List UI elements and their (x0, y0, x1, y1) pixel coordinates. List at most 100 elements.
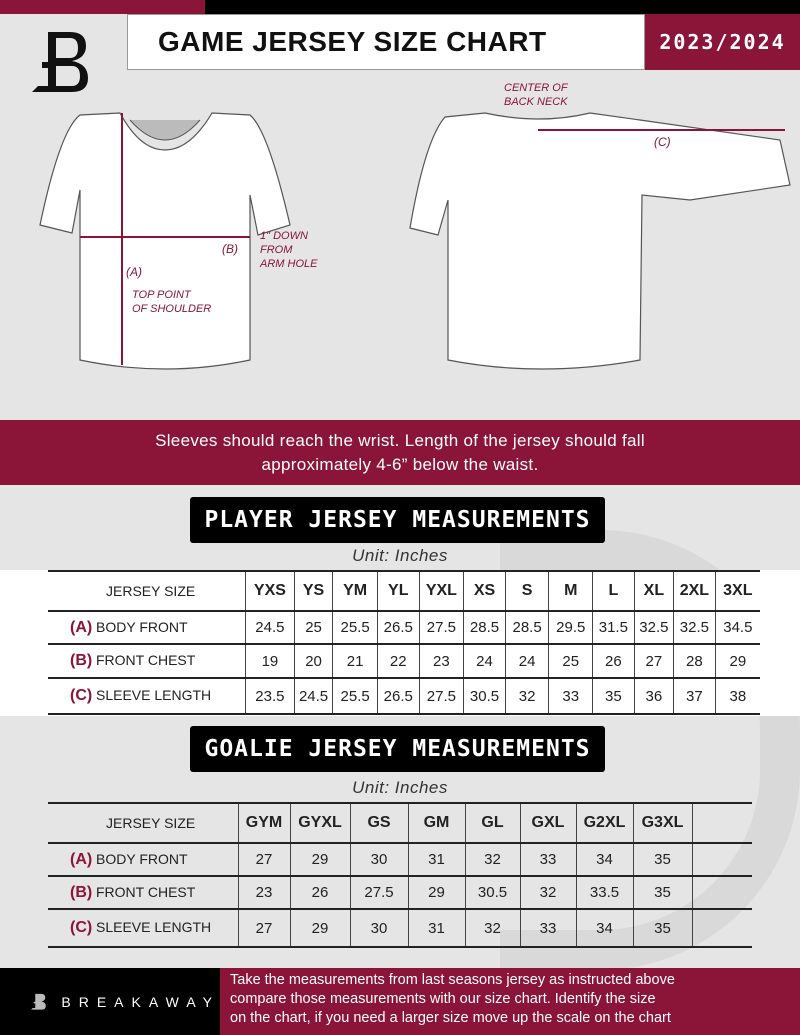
top-bar-accent (0, 0, 205, 14)
table-cell (691, 909, 752, 948)
row-name: BODY FRONT (96, 850, 188, 867)
table-cell: 26 (289, 876, 350, 910)
top-bar-dark (205, 0, 800, 14)
table-cell: 30 (349, 843, 408, 877)
table-cell: 23 (237, 876, 290, 910)
size-header: GS (349, 803, 408, 844)
goalie-size-table: JERSEY SIZE GYM GYXL GS GM GL GXL G2XL G3XL (A) BO… (48, 802, 752, 948)
player-section-title: PLAYER JERSEY MEASUREMENTS (190, 497, 605, 543)
size-header: S (504, 571, 549, 612)
table-cell: 33 (548, 678, 593, 715)
row-name: SLEEVE LENGTH (96, 919, 212, 935)
label-a: (A) (126, 265, 142, 279)
season-label: 2023/2024 (645, 14, 800, 70)
label-c: (C) (654, 135, 671, 149)
goalie-unit-label: Unit: Inches (352, 778, 448, 797)
table-cell: 19 (244, 644, 295, 679)
table-cell: 24.5 (244, 611, 295, 645)
table-cell: 32.5 (673, 611, 716, 645)
size-header: XS (463, 571, 506, 612)
jersey-diagram (39, 112, 791, 370)
footer-logo (31, 993, 46, 1010)
table-cell: 35 (632, 843, 692, 877)
table-row: (C) SLEEVE LENGTH 27 29 30 31 32 33 34 35 (48, 909, 752, 948)
table-row: (A) BODY FRONT 27 29 30 31 32 33 34 35 (48, 843, 752, 877)
table-row: (C) SLEEVE LENGTH 23.5 24.5 25.5 26.5 27.5 30.5… (48, 678, 760, 715)
table-cell: 27.5 (418, 678, 464, 715)
row-label: (B) FRONT CHEST (48, 876, 238, 910)
table-cell: 24 (504, 644, 549, 679)
page-title: GAME JERSEY SIZE CHART (127, 14, 645, 70)
table-cell (691, 843, 752, 877)
table-cell: 31.5 (592, 611, 635, 645)
table-cell: 22 (376, 644, 420, 679)
table-cell: 35 (632, 909, 692, 948)
size-header: YXS (244, 571, 295, 612)
table-cell: 34 (575, 843, 633, 877)
size-header: G3XL (632, 803, 692, 844)
table-cell: 27 (237, 843, 290, 877)
table-cell: 26 (592, 644, 635, 679)
size-header: L (592, 571, 635, 612)
table-cell: 30 (349, 909, 408, 948)
table-cell: 23.5 (244, 678, 295, 715)
table-cell: 28 (673, 644, 716, 679)
brand-logo (28, 28, 94, 98)
table-cell: 35 (632, 876, 692, 910)
row-label: (C) SLEEVE LENGTH (48, 909, 238, 948)
table-cell: 25.5 (332, 611, 378, 645)
shoulder-note: TOP POINT OF SHOULDER (132, 289, 212, 315)
size-header: GYM (237, 803, 290, 844)
table-cell: 32 (464, 909, 520, 948)
row-letter: (A) (70, 850, 93, 868)
center-back-neck-note: CENTER OF BACK NECK (504, 82, 568, 108)
table-cell: 26.5 (376, 611, 420, 645)
label-b: (B) (222, 242, 238, 256)
size-header: YS (293, 571, 333, 612)
table-cell: 32.5 (633, 611, 674, 645)
jersey-size-label: JERSEY SIZE (48, 803, 238, 844)
fit-instructions-band: Sleeves should reach the wrist. Length o… (0, 420, 800, 485)
table-cell: 27 (237, 909, 290, 948)
size-header: 2XL (673, 571, 716, 612)
table-cell: 20 (293, 644, 333, 679)
player-size-table: JERSEY SIZE YXS YS YM YL YXL XS S M L XL 2XL 3XL (A) B… (48, 570, 760, 715)
table-cell: 37 (673, 678, 716, 715)
row-label: (C) SLEEVE LENGTH (48, 678, 246, 715)
row-name: FRONT CHEST (96, 652, 196, 668)
table-cell: 31 (407, 909, 465, 948)
table-cell: 28.5 (504, 611, 549, 645)
table-cell: 28.5 (463, 611, 506, 645)
table-cell: 27 (633, 644, 674, 679)
table-cell: 33.5 (575, 876, 633, 910)
table-row: (B) FRONT CHEST 19 20 21 22 23 24 24 25 26 27 28 29 (48, 644, 760, 679)
table-cell: 30.5 (463, 678, 506, 715)
row-name: FRONT CHEST (96, 883, 196, 900)
table-cell: 34.5 (714, 611, 760, 645)
table-cell: 34 (575, 909, 633, 948)
size-header: GL (464, 803, 520, 844)
table-cell: 29 (289, 843, 350, 877)
table-cell: 35 (592, 678, 635, 715)
row-letter: (B) (70, 652, 93, 669)
footer-instructions: Take the measurements from last seasons … (220, 968, 800, 1035)
size-header: G2XL (575, 803, 633, 844)
table-cell: 29 (714, 644, 760, 679)
table-cell: 30.5 (464, 876, 520, 910)
row-letter: (C) (70, 687, 93, 704)
table-cell: 25 (548, 644, 593, 679)
table-cell: 38 (714, 678, 760, 715)
table-row: (A) BODY FRONT 24.5 25 25.5 26.5 27.5 28.5 28.5 2… (48, 611, 760, 645)
row-name: SLEEVE LENGTH (96, 687, 212, 703)
size-header: YXL (418, 571, 464, 612)
table-cell: 23 (418, 644, 464, 679)
player-unit-label: Unit: Inches (352, 546, 448, 565)
size-header: GM (407, 803, 465, 844)
table-cell: 24.5 (293, 678, 333, 715)
front-jersey-outline (39, 112, 291, 370)
footer-brand-name: BREAKAWAY (61, 993, 220, 1010)
table-cell: 33 (519, 843, 576, 877)
size-header: XL (633, 571, 674, 612)
table-cell: 33 (519, 909, 576, 948)
row-label: (A) BODY FRONT (48, 611, 246, 645)
